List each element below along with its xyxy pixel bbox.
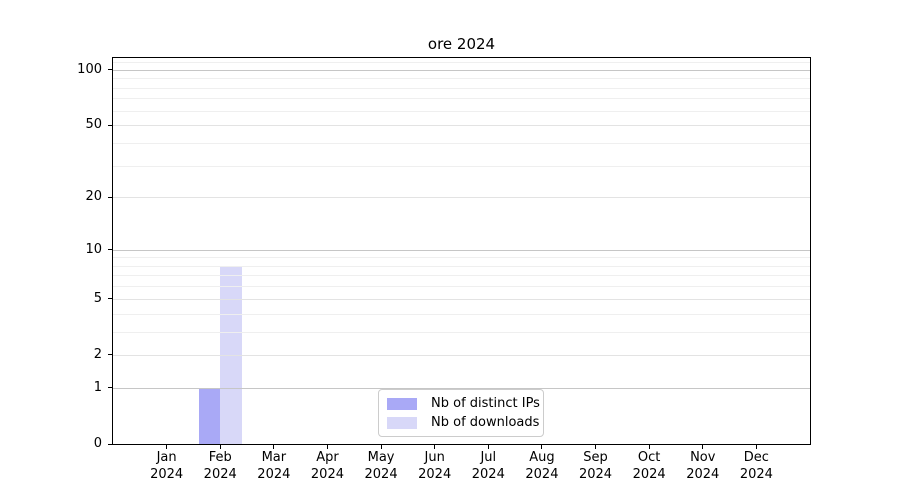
x-tick-label: May 2024: [364, 450, 398, 482]
x-tick: [326, 444, 328, 449]
y-tick-label: 10: [85, 241, 102, 257]
minor-gridline: [113, 275, 810, 277]
y-tick-label: 2: [93, 346, 102, 362]
x-tick: [380, 444, 382, 449]
legend: Nb of distinct IPs Nb of downloads: [378, 389, 544, 437]
legend-item-distinct-ips: Nb of distinct IPs: [387, 394, 540, 413]
major-gridline: [113, 249, 810, 251]
x-tick-label: Sep 2024: [578, 450, 613, 482]
x-tick: [219, 444, 221, 449]
y-tick: [108, 124, 112, 126]
minor-gridline: [113, 87, 810, 89]
x-tick: [595, 444, 597, 449]
major-gridline: [113, 387, 810, 389]
minor-gridline: [113, 286, 810, 288]
legend-swatch-distinct-ips: [387, 397, 417, 410]
x-tick-label: Aug 2024: [525, 450, 559, 482]
minor-gridline: [113, 110, 810, 112]
x-tick: [648, 444, 650, 449]
minor-gridline: [113, 313, 810, 315]
major-gridline: [113, 125, 810, 127]
x-tick-label: Mar 2024: [257, 450, 291, 482]
major-gridline: [113, 354, 810, 356]
minor-gridline: [113, 331, 810, 333]
chart-title: ore 2024: [427, 35, 496, 53]
x-tick-label: Nov 2024: [686, 450, 720, 482]
x-tick: [166, 444, 168, 449]
minor-gridline: [113, 98, 810, 100]
x-tick-label: Oct 2024: [632, 450, 666, 482]
x-tick-label: Dec 2024: [739, 450, 773, 482]
x-tick: [273, 444, 275, 449]
bar-distinct-ips: [198, 387, 221, 444]
minor-gridline: [113, 265, 810, 267]
plot-area: Nb of distinct IPs Nb of downloads 0 1 2 5 1…: [77, 57, 811, 482]
x-tick-label: Jul 2024: [471, 450, 505, 482]
major-gridline: [113, 298, 810, 300]
y-tick-label: 20: [85, 189, 102, 205]
x-tick-label: Apr 2024: [310, 450, 344, 482]
y-tick-label: 1: [93, 379, 102, 395]
minor-gridline: [113, 165, 810, 167]
x-tick: [541, 444, 543, 449]
x-tick-label: Jan 2024: [150, 450, 184, 482]
x-tick-label: Jun 2024: [418, 450, 452, 482]
y-tick: [108, 249, 112, 251]
minor-gridline: [113, 62, 810, 64]
y-tick: [108, 387, 112, 389]
y-tick-label: 50: [85, 117, 102, 133]
x-tick-label: Feb 2024: [203, 450, 237, 482]
minor-gridline: [113, 78, 810, 80]
minor-gridline: [113, 257, 810, 259]
y-tick: [108, 196, 112, 198]
y-tick-label: 0: [93, 436, 102, 451]
x-tick: [434, 444, 436, 449]
x-tick: [487, 444, 489, 449]
y-tick: [108, 354, 112, 356]
major-gridline: [113, 197, 810, 199]
y-tick-label: 5: [93, 290, 102, 306]
y-tick: [108, 298, 112, 300]
legend-swatch-downloads: [387, 416, 417, 429]
legend-label-distinct-ips: Nb of distinct IPs: [431, 396, 540, 411]
major-gridline: [113, 69, 810, 71]
minor-gridline: [113, 142, 810, 144]
y-tick-label: 100: [77, 61, 102, 77]
legend-label-downloads: Nb of downloads: [431, 415, 540, 430]
x-tick: [702, 444, 704, 449]
legend-item-downloads: Nb of downloads: [387, 413, 539, 432]
y-tick: [108, 69, 112, 71]
x-tick: [755, 444, 757, 449]
y-tick: [108, 443, 112, 445]
